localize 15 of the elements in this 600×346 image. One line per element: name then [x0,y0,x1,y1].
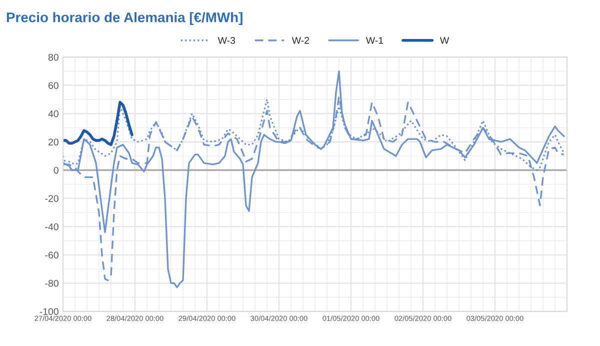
y-tick-label: -60 [45,252,58,259]
legend-label: W [440,37,450,44]
legend-label: W-3 [218,36,236,44]
y-tick-label: 20 [48,138,58,146]
legend-label: W-1 [366,37,384,44]
y-tick-label: -20 [45,195,58,202]
y-tick-label: 80 [48,54,58,61]
legend-label: W-2 [292,36,310,44]
y-tick-label: -80 [45,280,58,287]
y-tick-label: 0 [54,166,58,174]
y-tick-label: 40 [48,110,58,118]
chart-title: Precio horario de Alemania [€/MWh] [6,12,242,26]
y-tick-label: 60 [48,82,58,89]
y-tick-label: -100 [40,308,58,316]
y-tick-label: -40 [45,223,58,230]
